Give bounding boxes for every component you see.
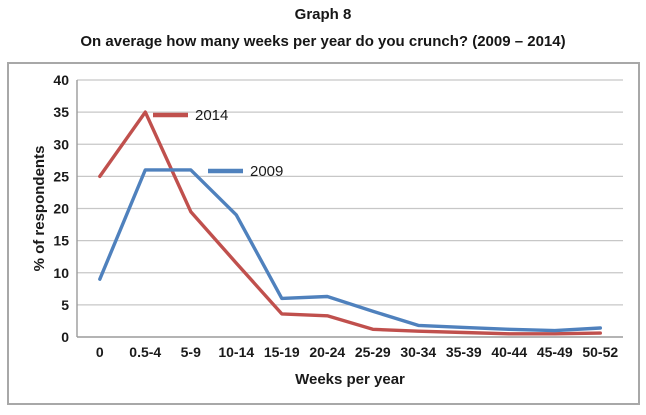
y-tick-label: 30 [53, 136, 69, 152]
series-line-2014 [98, 110, 602, 336]
x-tick-label: 45-49 [537, 344, 573, 360]
chart-title: Graph 8 [294, 6, 352, 23]
y-tick-label: 15 [53, 233, 69, 249]
series-line-2009 [98, 168, 602, 333]
x-tick-label: 40-44 [491, 344, 527, 360]
chart-title-block: Graph 8 On average how many weeks per ye… [0, 6, 646, 51]
y-tick-label: 25 [53, 168, 69, 184]
chart-canvas: 0 5 10 15 20 25 30 35 40 0 0.5-4 5-9 10-14 15-19 20-24… [31, 72, 623, 388]
x-tick-label: 10-14 [218, 344, 254, 360]
y-tick-label: 40 [53, 72, 69, 88]
y-tick-label: 5 [61, 297, 69, 313]
x-tick-label: 25-29 [355, 344, 391, 360]
x-tick-label: 15-19 [264, 344, 300, 360]
legend-label-2014: 2014 [195, 107, 228, 124]
y-axis-title: % of respondents [31, 146, 48, 272]
x-tick-label: 35-39 [446, 344, 482, 360]
y-tick-label: 35 [53, 104, 69, 120]
x-tick-label: 20-24 [309, 344, 345, 360]
y-tick-label: 10 [53, 265, 69, 281]
x-tick-label: 30-34 [400, 344, 436, 360]
chart-subtitle: On average how many weeks per year do yo… [80, 33, 566, 50]
y-tick-label: 20 [53, 201, 69, 217]
x-tick-label: 0.5-4 [129, 344, 161, 360]
legend-label-2009: 2009 [250, 163, 283, 180]
chart-frame: 0 5 10 15 20 25 30 35 40 0 0.5-4 5-9 10-14 15-19 20-24… [7, 62, 640, 405]
x-tick-label: 0 [96, 344, 104, 360]
x-tick-label: 50-52 [582, 344, 618, 360]
y-tick-label: 0 [61, 329, 69, 345]
x-tick-label: 5-9 [181, 344, 201, 360]
x-axis-title: Weeks per year [295, 371, 405, 388]
